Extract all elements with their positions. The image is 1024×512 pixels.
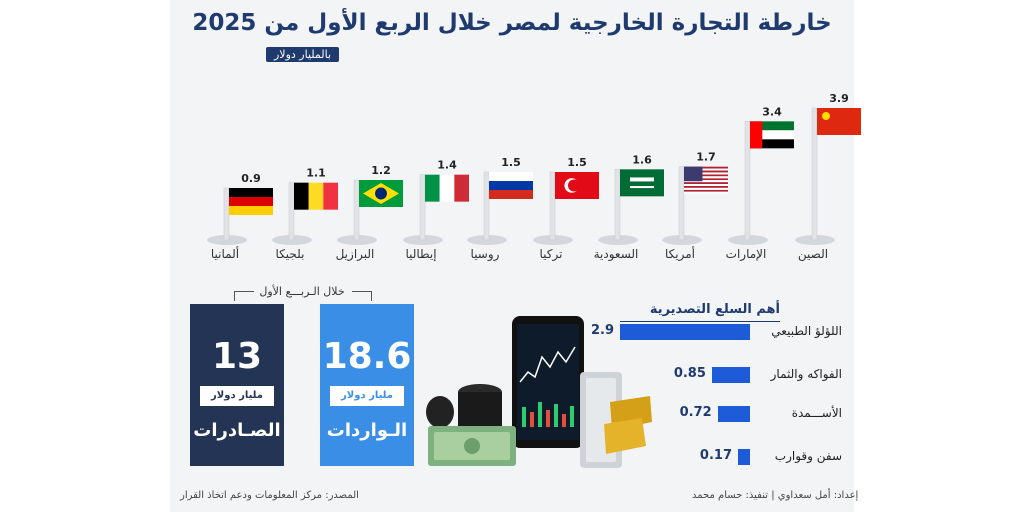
exports-value: 13 [211,336,263,377]
flag-pole [811,107,818,241]
quarter-label: خلال الـربـــع الأول [259,285,345,298]
flag-pole [483,171,490,241]
export-good-bar [717,406,750,422]
flag-value-label: 1.6 [632,153,652,166]
flag-pole [223,187,230,241]
export-good-bar [738,449,750,465]
flag-value-label: 3.9 [829,92,849,105]
turkey-flag-icon [555,172,599,199]
page-title: خارطة التجارة الخارجية لمصر خلال الربع ا… [192,10,832,36]
germany-flag-icon [229,188,273,215]
export-goods-rule [620,321,780,322]
exports-unit: مليار دولار [200,386,274,406]
imports-card: 18.6 مليار دولار الـواردات [320,304,414,466]
flag-value-label: 1.2 [371,164,391,177]
flag-pole [288,182,295,241]
flag-value-label: 1.4 [437,159,457,172]
country-label: أمريكا [665,246,695,262]
export-good-value: 0.17 [699,448,732,463]
export-good-bar [711,367,750,383]
country-label: الصين [798,247,828,262]
export-good-label: الفواكه والثمار [770,367,842,381]
country-label: إيطاليا [405,247,436,261]
flag-pole [744,121,751,241]
imports-value: 18.6 [322,336,412,377]
exports-card: 13 مليار دولار الصـادرات [190,304,284,466]
quarter-bracket-right [352,291,372,301]
export-good-label: الأســـمدة [791,406,842,420]
export-good-bar [620,324,750,340]
flag-value-label: 3.4 [762,105,782,118]
flag-value-label: 1.5 [501,156,521,169]
flag-pole [549,171,556,241]
imports-unit: مليار دولار [330,386,404,406]
exports-label: الصـادرات [193,420,281,441]
flag-value-label: 1.7 [696,151,716,164]
flag-value-label: 0.9 [241,172,261,185]
country-label: البرازيل [336,247,375,262]
saudi-flag-icon [620,169,664,197]
russia-flag-icon [489,172,533,199]
belgium-flag-icon [294,182,338,210]
flag-pole [419,174,426,241]
trade-illustration [426,316,652,468]
flag-pole [614,169,621,241]
unit-badge: بالمليار دولار [266,47,340,62]
flag-pole [678,166,685,241]
italy-flag-icon [425,174,469,202]
export-good-value: 2.9 [590,323,614,338]
export-good-label: اللؤلؤ الطبيعي [771,324,842,338]
export-goods-title: أهم السلع التصديرية [649,302,780,317]
flag-pole [353,179,360,241]
country-label: ألمانيا [211,246,239,261]
export-good-value: 0.72 [679,405,712,420]
export-good-value: 0.85 [673,366,706,381]
country-label: بلجيكا [276,247,305,261]
country-label: تركيا [540,247,563,262]
flag-value-label: 1.1 [306,167,326,180]
imports-label: الـواردات [326,420,408,441]
country-label: روسيا [471,247,500,262]
credits-note: إعداد: أمل سعداوي | تنفيذ: حسام محمد [692,490,859,501]
brazil-flag-icon [359,180,403,207]
export-good-label: سفن وقوارب [774,449,842,463]
usa-flag-icon [684,166,728,194]
quarter-bracket-left [234,291,254,301]
uae-flag-icon [750,121,794,149]
country-label: السعودية [594,247,639,262]
flag-value-label: 1.5 [567,156,587,169]
china-flag-icon [817,108,861,135]
country-label: الإمارات [726,247,767,262]
source-note: المصدر: مركز المعلومات ودعم اتخاذ القرار [180,490,359,501]
